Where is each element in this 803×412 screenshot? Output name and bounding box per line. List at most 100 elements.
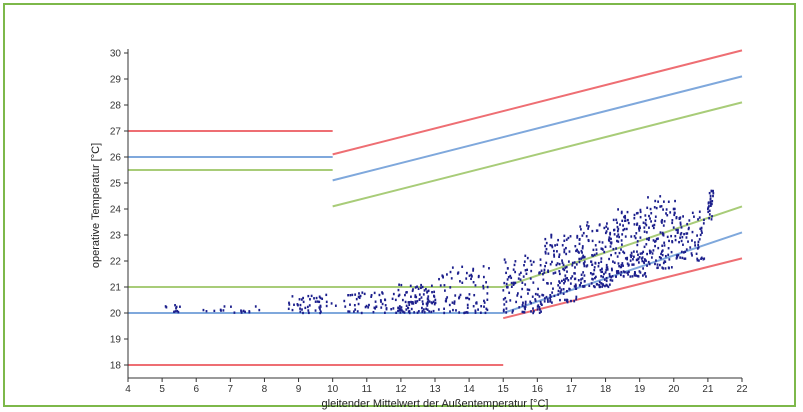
- data-point: [427, 295, 430, 298]
- data-point: [287, 307, 290, 311]
- data-point: [627, 264, 630, 267]
- data-point: [650, 212, 653, 215]
- data-point: [486, 292, 489, 295]
- data-point: [291, 308, 294, 312]
- data-point: [425, 307, 428, 311]
- data-point: [672, 226, 675, 229]
- data-point: [532, 260, 535, 264]
- data-point: [418, 293, 421, 296]
- data-point: [430, 284, 433, 287]
- data-point: [606, 268, 609, 271]
- data-point: [620, 248, 622, 251]
- data-point: [681, 235, 684, 239]
- data-point: [503, 303, 506, 306]
- data-point: [302, 311, 304, 315]
- data-point: [398, 305, 401, 308]
- data-point: [615, 270, 618, 273]
- data-point: [407, 301, 410, 304]
- data-point: [453, 300, 456, 303]
- data-point: [649, 217, 651, 220]
- data-point: [360, 311, 363, 315]
- data-point: [630, 251, 633, 255]
- data-point: [559, 291, 562, 294]
- data-point: [667, 200, 670, 203]
- data-point: [414, 286, 417, 289]
- data-point: [288, 301, 290, 305]
- data-point: [380, 300, 382, 303]
- data-point: [578, 257, 581, 261]
- data-point: [530, 269, 533, 273]
- data-point: [431, 290, 433, 294]
- data-point: [298, 298, 301, 301]
- data-point: [612, 247, 615, 251]
- data-point: [519, 278, 522, 281]
- data-point: [539, 308, 541, 311]
- data-point: [697, 243, 700, 247]
- data-point: [641, 252, 644, 255]
- data-point: [651, 252, 654, 255]
- data-point: [406, 306, 409, 310]
- data-point: [658, 256, 661, 259]
- data-point: [605, 279, 608, 283]
- data-point: [524, 269, 527, 272]
- data-point: [505, 300, 508, 303]
- data-point: [488, 267, 490, 270]
- data-point: [452, 308, 454, 312]
- data-point: [696, 257, 699, 261]
- data-point: [685, 236, 688, 239]
- data-point: [466, 296, 469, 300]
- data-point: [645, 259, 647, 262]
- data-point: [549, 295, 552, 298]
- data-point: [318, 295, 321, 298]
- data-point: [673, 213, 676, 217]
- data-point: [658, 263, 661, 267]
- data-point: [392, 307, 395, 310]
- data-point: [361, 291, 364, 294]
- data-point: [702, 258, 705, 261]
- data-point: [518, 306, 521, 309]
- data-point: [392, 292, 395, 296]
- data-point: [588, 284, 591, 288]
- data-point: [420, 296, 423, 299]
- data-point: [563, 239, 566, 242]
- data-point: [644, 218, 647, 222]
- data-point: [571, 275, 574, 278]
- data-point: [671, 240, 673, 243]
- data-point: [318, 306, 321, 309]
- data-point: [530, 302, 532, 305]
- data-point: [661, 233, 664, 236]
- data-point: [390, 308, 393, 311]
- data-point: [348, 310, 351, 313]
- data-point: [523, 311, 526, 314]
- data-point: [542, 294, 545, 297]
- data-point: [617, 271, 620, 274]
- data-point: [606, 222, 608, 225]
- data-point: [601, 241, 604, 244]
- data-point: [521, 304, 524, 307]
- data-point: [653, 206, 656, 209]
- data-point: [656, 263, 659, 266]
- data-point: [582, 271, 585, 274]
- data-point: [708, 209, 711, 212]
- data-point: [254, 305, 257, 308]
- data-point: [666, 214, 669, 217]
- data-point: [543, 300, 546, 303]
- data-point: [682, 215, 684, 218]
- data-point: [408, 311, 411, 315]
- data-point: [633, 213, 636, 217]
- data-point: [410, 307, 413, 311]
- data-point: [205, 310, 208, 313]
- data-point: [536, 293, 539, 296]
- data-point: [681, 256, 684, 260]
- data-point: [652, 226, 655, 230]
- data-point: [592, 285, 595, 288]
- data-point: [674, 199, 676, 203]
- data-point: [450, 277, 453, 280]
- data-point: [395, 311, 398, 314]
- data-point: [448, 303, 451, 307]
- data-point: [622, 275, 625, 278]
- data-point: [654, 219, 657, 223]
- data-point: [213, 309, 216, 313]
- data-point: [464, 311, 467, 314]
- data-point: [648, 262, 651, 266]
